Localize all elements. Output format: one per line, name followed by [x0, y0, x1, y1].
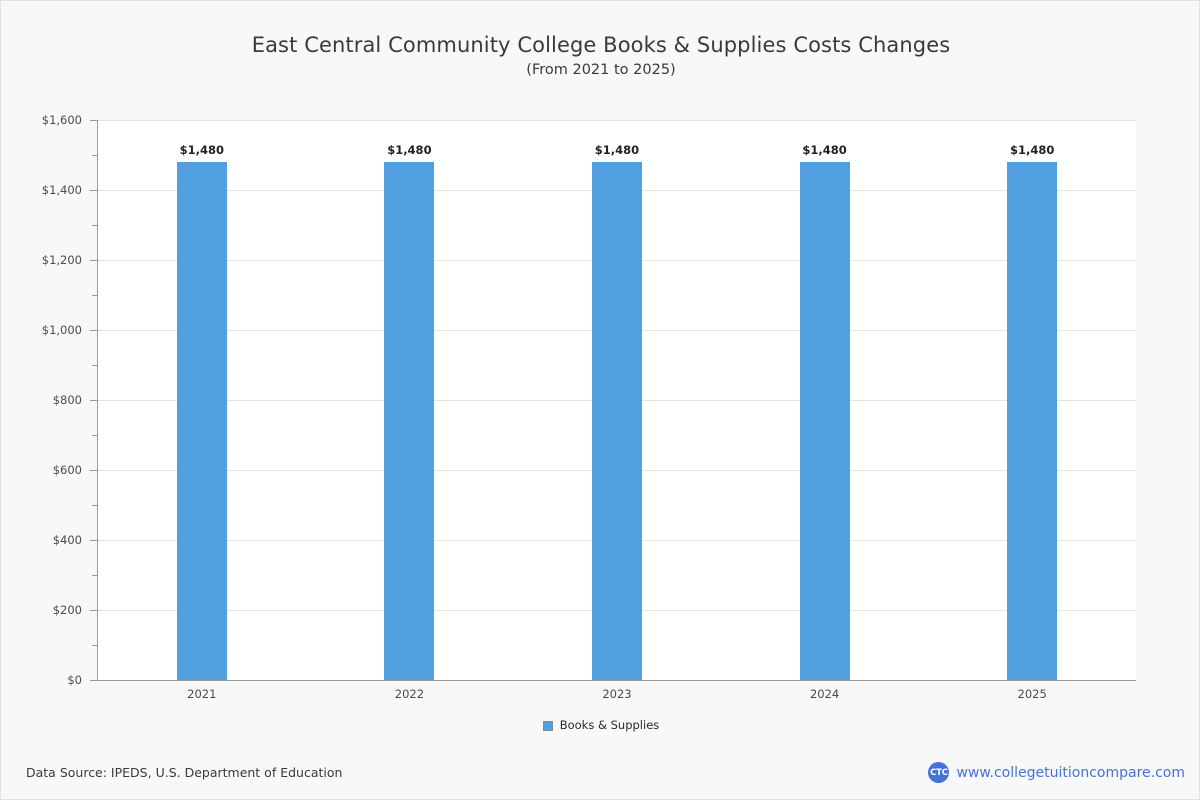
- legend-label: Books & Supplies: [559, 718, 660, 732]
- bar-value-label: $1,480: [179, 143, 224, 157]
- y-tick-minor: [92, 295, 97, 296]
- y-tick-minor: [92, 505, 97, 506]
- y-tick-major: [90, 330, 97, 331]
- y-tick-major: [90, 540, 97, 541]
- x-axis-tick-label: 2022: [394, 687, 425, 701]
- data-source-note: Data Source: IPEDS, U.S. Department of E…: [26, 765, 343, 780]
- y-axis-tick-label: $1,000: [41, 323, 82, 337]
- y-tick-major: [90, 680, 97, 681]
- y-axis-tick-label: $0: [67, 673, 82, 687]
- x-axis-tick-label: 2025: [1017, 687, 1047, 701]
- y-tick-major: [90, 260, 97, 261]
- plot-area: [98, 120, 1136, 681]
- y-tick-minor: [92, 365, 97, 366]
- y-tick-minor: [92, 435, 97, 436]
- title-block: East Central Community College Books & S…: [1, 31, 1200, 81]
- x-axis-tick-label: 2023: [602, 687, 632, 701]
- y-axis-tick-label: $400: [52, 533, 82, 547]
- y-tick-minor: [92, 645, 97, 646]
- x-axis-tick-label: 2021: [187, 687, 217, 701]
- x-axis-tick-label: 2024: [809, 687, 840, 701]
- bar-value-label: $1,480: [1009, 143, 1055, 157]
- brand-watermark[interactable]: CTC www.collegetuitioncompare.com: [928, 762, 1185, 783]
- y-tick-major: [90, 610, 97, 611]
- y-axis-tick-label: $1,600: [41, 113, 82, 127]
- bar-value-label: $1,480: [594, 143, 640, 157]
- y-tick-minor: [92, 575, 97, 576]
- bar[interactable]: [176, 162, 227, 680]
- y-axis-tick-label: $800: [52, 393, 82, 407]
- bar[interactable]: [384, 162, 435, 680]
- page-title: East Central Community College Books & S…: [251, 33, 951, 57]
- gridline: [98, 680, 1136, 681]
- y-axis-tick-label: $1,200: [41, 253, 82, 267]
- bar-value-label: $1,480: [387, 143, 432, 157]
- gridline: [98, 120, 1136, 121]
- y-tick-major: [90, 400, 97, 401]
- bar[interactable]: [592, 162, 642, 680]
- y-axis-tick-label: $200: [52, 603, 82, 617]
- brand-url-link[interactable]: www.collegetuitioncompare.com: [956, 764, 1185, 781]
- y-axis-line: [97, 120, 98, 681]
- bar[interactable]: [1007, 162, 1058, 680]
- chart-legend: Books & Supplies: [1, 719, 1200, 732]
- legend-swatch-icon: [542, 720, 553, 731]
- bar[interactable]: [799, 162, 850, 680]
- y-axis-tick-label: $1,400: [41, 183, 82, 197]
- legend-item[interactable]: Books & Supplies: [542, 718, 660, 732]
- bar-value-label: $1,480: [802, 143, 847, 157]
- y-tick-major: [90, 470, 97, 471]
- y-tick-minor: [92, 155, 97, 156]
- y-tick-major: [90, 120, 97, 121]
- ctc-logo-icon: CTC: [928, 762, 950, 783]
- y-tick-minor: [92, 225, 97, 226]
- chart-subtitle: (From 2021 to 2025): [526, 62, 676, 78]
- y-tick-major: [90, 190, 97, 191]
- y-axis-tick-label: $600: [52, 463, 82, 477]
